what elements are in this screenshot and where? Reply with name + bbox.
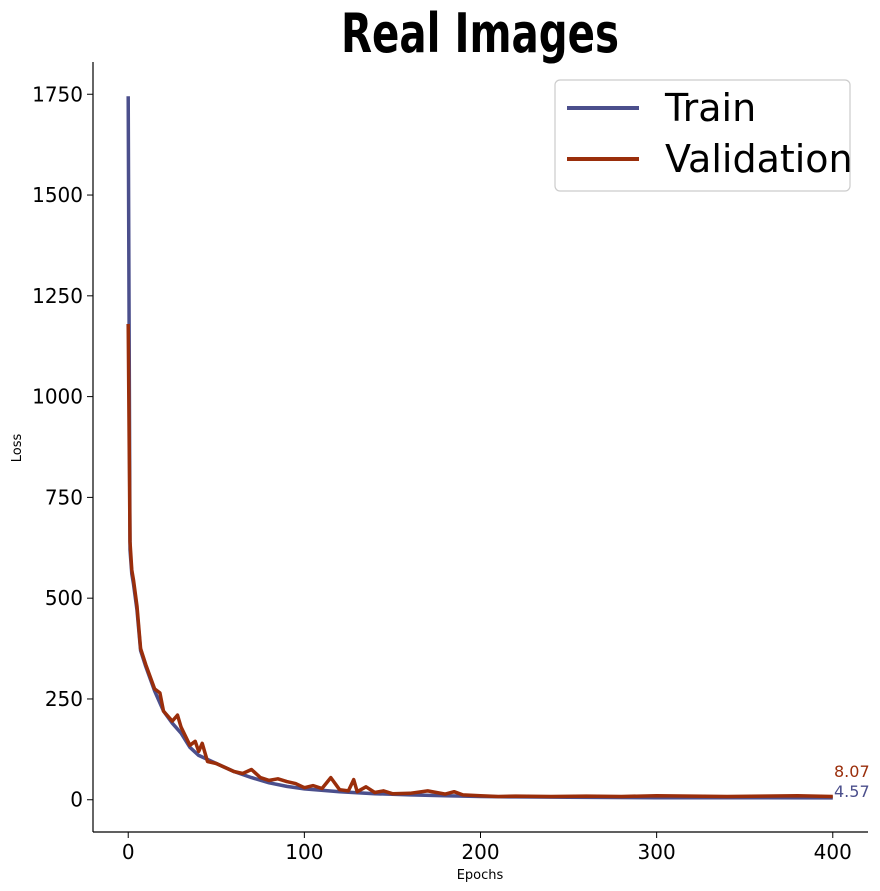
x-tick-label: 200 xyxy=(461,840,499,864)
y-tick-label: 750 xyxy=(45,485,83,509)
y-tick-label: 250 xyxy=(45,687,83,711)
x-tick-label: 400 xyxy=(814,840,852,864)
validation-end-value: 8.07 xyxy=(834,762,870,781)
y-tick-label: 1250 xyxy=(32,284,83,308)
legend-train-label: Train xyxy=(664,86,756,130)
legend: Train Validation xyxy=(554,79,853,192)
chart-title: Real Images xyxy=(341,2,619,65)
y-ticks: 0 250 500 750 1000 1250 1500 1750 xyxy=(32,82,93,812)
series-layer xyxy=(126,96,833,800)
train-end-value: 4.57 xyxy=(834,782,870,801)
y-tick-label: 1750 xyxy=(32,82,83,106)
x-tick-label: 300 xyxy=(638,840,676,864)
x-tick-label: 0 xyxy=(122,840,135,864)
y-tick-label: 1500 xyxy=(32,183,83,207)
y-tick-label: 1000 xyxy=(32,385,83,409)
y-tick-label: 500 xyxy=(45,586,83,610)
series-line-train xyxy=(126,96,833,800)
x-ticks: 0 100 200 300 400 xyxy=(122,832,852,864)
x-tick-label: 100 xyxy=(285,840,323,864)
series-line-validation xyxy=(126,323,833,799)
x-axis-label: Epochs xyxy=(457,868,504,883)
legend-validation-label: Validation xyxy=(665,137,853,181)
y-tick-label: 0 xyxy=(70,788,83,812)
y-axis-label: Loss xyxy=(10,434,25,463)
